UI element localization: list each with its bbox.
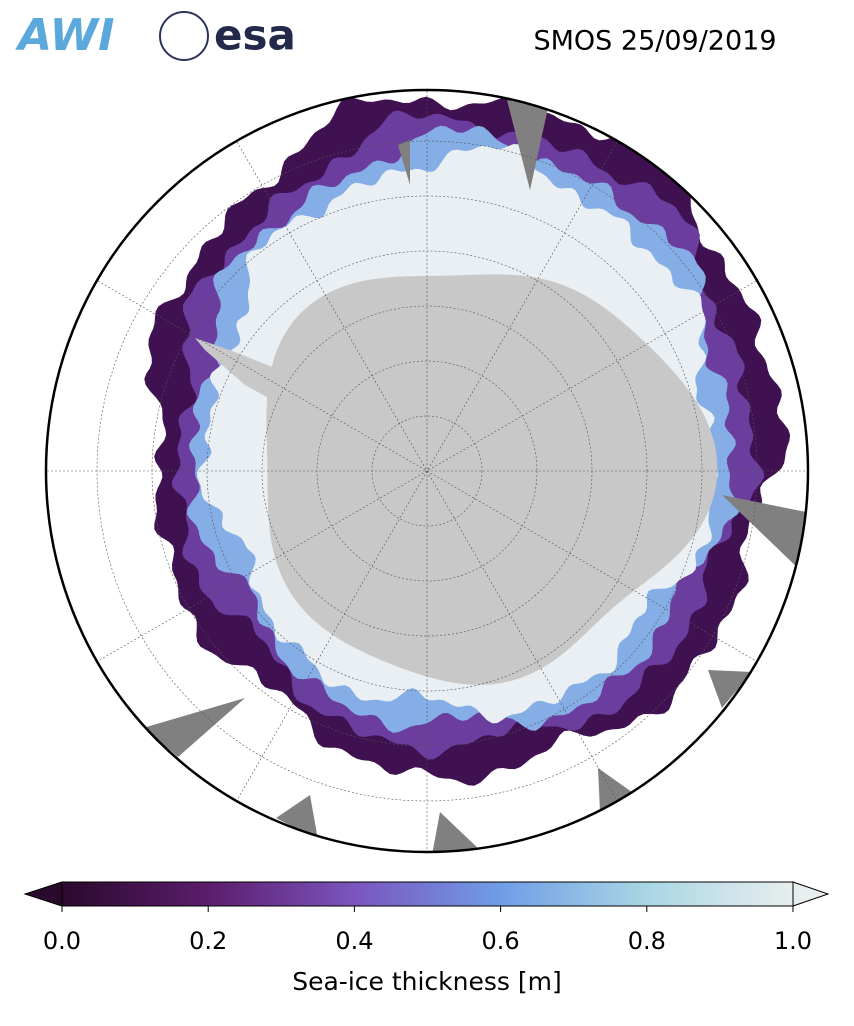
graticule (46, 90, 808, 852)
no-data-area (432, 812, 482, 852)
colorbar-tick-label: 1.0 (774, 927, 812, 955)
colorbar: 0.0 0.2 0.4 0.6 0.8 1.0 Sea-ice thickness [m] (23, 881, 830, 996)
title: SMOS 25/09/2019 (533, 26, 776, 57)
colorbar-tick-label: 0.0 (43, 927, 81, 955)
map (46, 90, 808, 852)
no-data-area (398, 140, 410, 185)
no-data-area (598, 768, 636, 812)
no-data-area (708, 670, 752, 708)
no-data-area (507, 100, 548, 190)
map-border (44, 88, 810, 854)
awi-logo: AWI (15, 10, 115, 61)
colorbar-tick-label: 0.4 (335, 927, 373, 955)
colorbar-tick-label: 0.2 (189, 927, 227, 955)
meridian-line (80, 270, 774, 672)
no-data-area (143, 698, 245, 757)
colorbar-scale (61, 881, 794, 907)
latitude-line (151, 195, 703, 747)
colorbar-tick-label: 0.8 (628, 927, 666, 955)
colorbar-extend-low (23, 881, 63, 907)
colorbar-extend-high (792, 881, 830, 907)
no-data-area (276, 795, 318, 840)
colorbar-tick-label: 0.6 (482, 927, 520, 955)
colorbar-label: Sea-ice thickness [m] (292, 967, 562, 996)
no-data-area (722, 495, 806, 572)
antarctica (266, 274, 718, 685)
esa-logo-mark (159, 11, 209, 61)
esa-logo: esa (214, 11, 296, 60)
